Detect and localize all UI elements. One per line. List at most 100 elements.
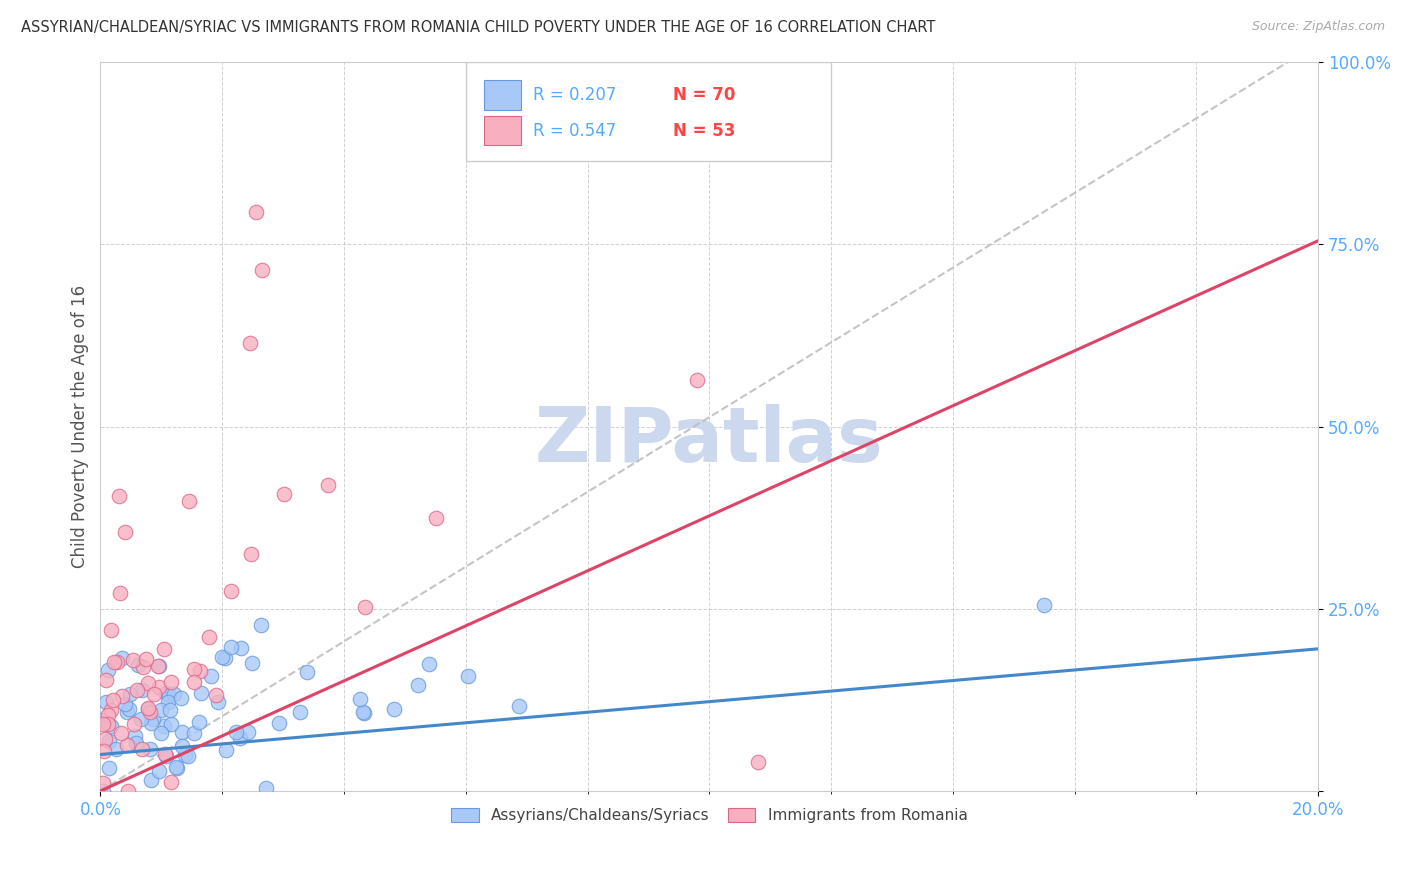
Point [155, 686, 177, 700]
Point [146, 658, 169, 673]
Point [211, 649, 233, 664]
Point [148, 680, 170, 694]
Point [89, 713, 111, 727]
Point [242, 657, 264, 671]
Point [231, 641, 253, 656]
Point [125, 682, 148, 697]
Point [93, 744, 115, 758]
Text: R = 0.207: R = 0.207 [533, 86, 616, 104]
Text: N = 53: N = 53 [673, 121, 735, 140]
Point [353, 706, 375, 720]
Point [103, 655, 125, 669]
Point [97, 707, 120, 722]
Point [156, 695, 179, 709]
Point [170, 739, 193, 753]
Point [190, 664, 212, 678]
Point [408, 678, 430, 692]
Point [214, 650, 236, 665]
Point [110, 586, 132, 600]
Point [105, 656, 128, 670]
Point [160, 717, 183, 731]
Point [238, 725, 260, 739]
Point [349, 691, 371, 706]
Point [96, 695, 118, 709]
Point [132, 660, 155, 674]
Point [288, 705, 311, 719]
Point [100, 703, 122, 717]
Point [159, 703, 181, 717]
Point [686, 373, 709, 387]
Point [250, 263, 273, 277]
Point [1033, 598, 1056, 612]
Point [114, 697, 136, 711]
Point [183, 674, 205, 689]
Point [219, 584, 242, 599]
Point [418, 657, 440, 671]
Point [111, 689, 134, 703]
Point [152, 719, 174, 733]
Point [118, 701, 141, 715]
Point [107, 489, 129, 503]
Point [111, 651, 134, 665]
Point [273, 487, 295, 501]
Point [136, 701, 159, 715]
Point [91, 784, 114, 798]
Point [165, 760, 187, 774]
Text: Source: ZipAtlas.com: Source: ZipAtlas.com [1251, 20, 1385, 33]
Point [142, 712, 165, 726]
Text: N = 70: N = 70 [673, 86, 735, 104]
FancyBboxPatch shape [484, 116, 520, 145]
Point [136, 701, 159, 715]
Point [318, 478, 340, 492]
Point [245, 204, 267, 219]
Point [100, 623, 122, 637]
Point [139, 705, 162, 719]
Point [425, 511, 447, 525]
Text: R = 0.547: R = 0.547 [533, 121, 616, 140]
FancyBboxPatch shape [484, 80, 520, 110]
Point [190, 686, 212, 700]
Point [97, 663, 120, 677]
Point [93, 731, 115, 746]
Point [238, 335, 260, 350]
Point [117, 784, 139, 798]
Point [152, 642, 174, 657]
Point [122, 717, 145, 731]
Point [97, 717, 120, 731]
Point [179, 494, 201, 508]
Point [527, 66, 550, 80]
Point [129, 712, 152, 726]
Point [239, 547, 262, 561]
Point [124, 729, 146, 743]
Point [183, 662, 205, 676]
Point [254, 780, 277, 795]
Point [150, 703, 173, 717]
Point [135, 652, 157, 666]
Point [382, 702, 405, 716]
Text: ASSYRIAN/CHALDEAN/SYRIAC VS IMMIGRANTS FROM ROMANIA CHILD POVERTY UNDER THE AGE : ASSYRIAN/CHALDEAN/SYRIAC VS IMMIGRANTS F… [21, 20, 935, 35]
Point [136, 676, 159, 690]
Point [105, 742, 128, 756]
Point [115, 739, 138, 753]
Point [249, 617, 271, 632]
Point [160, 674, 183, 689]
Point [200, 669, 222, 683]
Point [131, 682, 153, 697]
Point [125, 736, 148, 750]
Point [352, 705, 374, 719]
Point [131, 742, 153, 756]
Point [149, 726, 172, 740]
Point [215, 742, 238, 756]
Point [187, 714, 209, 729]
Y-axis label: Child Poverty Under the Age of 16: Child Poverty Under the Age of 16 [72, 285, 89, 568]
Point [139, 772, 162, 787]
Point [97, 761, 120, 775]
Point [159, 688, 181, 702]
Point [155, 747, 177, 761]
Point [148, 764, 170, 778]
Point [457, 669, 479, 683]
Point [183, 725, 205, 739]
Point [91, 776, 114, 790]
Point [295, 665, 318, 679]
Point [110, 726, 132, 740]
